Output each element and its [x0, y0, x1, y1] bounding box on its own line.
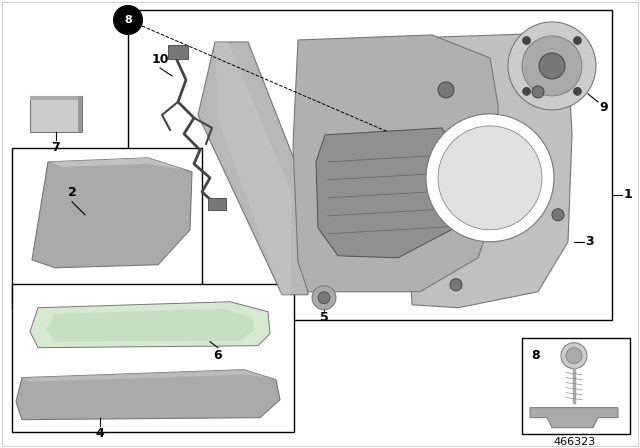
Circle shape: [508, 22, 596, 110]
Circle shape: [450, 279, 462, 291]
Circle shape: [539, 53, 565, 79]
Circle shape: [522, 87, 531, 95]
Bar: [208, 198, 226, 210]
Text: 8: 8: [532, 349, 540, 362]
Circle shape: [312, 286, 336, 310]
Text: 7: 7: [52, 142, 60, 155]
Text: 5: 5: [319, 311, 328, 324]
Polygon shape: [530, 408, 618, 428]
Circle shape: [438, 126, 542, 230]
Polygon shape: [16, 370, 280, 420]
Text: 3: 3: [586, 235, 595, 248]
Bar: [30, 96, 82, 132]
Text: 466323: 466323: [554, 437, 596, 447]
Polygon shape: [293, 35, 498, 292]
Polygon shape: [30, 302, 270, 348]
Text: 2: 2: [68, 186, 76, 199]
Circle shape: [318, 292, 330, 304]
Circle shape: [426, 114, 554, 242]
Text: 9: 9: [600, 101, 608, 114]
Bar: [12, 284, 294, 431]
Polygon shape: [50, 158, 185, 170]
Circle shape: [552, 209, 564, 221]
Polygon shape: [215, 42, 292, 295]
Bar: [12, 148, 202, 310]
Bar: [128, 10, 612, 320]
Polygon shape: [316, 128, 460, 258]
Bar: [522, 338, 630, 434]
Circle shape: [522, 37, 531, 44]
Polygon shape: [32, 158, 192, 268]
Polygon shape: [410, 34, 572, 308]
Circle shape: [561, 343, 587, 369]
Polygon shape: [198, 42, 310, 295]
Text: 1: 1: [623, 188, 632, 201]
Circle shape: [566, 348, 582, 364]
Polygon shape: [46, 309, 254, 342]
Bar: [168, 45, 188, 59]
Text: 10: 10: [151, 53, 169, 66]
Circle shape: [573, 87, 582, 95]
Circle shape: [438, 82, 454, 98]
Text: 6: 6: [214, 349, 222, 362]
Text: 8: 8: [124, 15, 132, 25]
Circle shape: [114, 6, 142, 34]
Circle shape: [522, 36, 582, 96]
Polygon shape: [30, 96, 82, 100]
Polygon shape: [78, 96, 82, 132]
Circle shape: [532, 86, 544, 98]
Polygon shape: [22, 370, 276, 382]
Circle shape: [573, 37, 582, 44]
Text: 4: 4: [95, 427, 104, 440]
